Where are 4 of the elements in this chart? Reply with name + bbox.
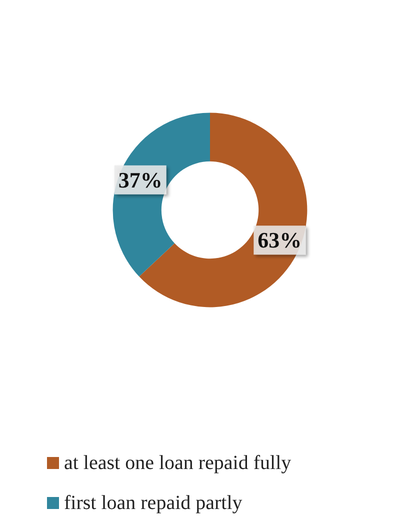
- data-label: 37%: [118, 167, 162, 192]
- legend-label: first loan repaid partly: [64, 492, 242, 514]
- data-label: 63%: [258, 228, 302, 253]
- legend-label: at least one loan repaid fully: [64, 452, 292, 474]
